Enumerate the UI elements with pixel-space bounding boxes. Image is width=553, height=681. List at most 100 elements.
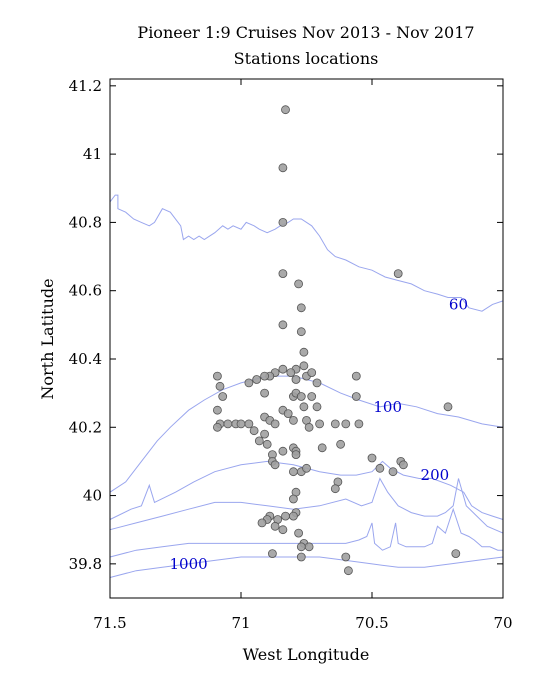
station-point [278, 320, 288, 330]
station-point [296, 542, 306, 552]
station-point [215, 381, 225, 391]
station-point [270, 460, 280, 470]
contour-label-60: 60 [449, 295, 468, 313]
station-point [212, 405, 222, 415]
contour-label-1000: 1000 [170, 555, 208, 573]
contour-line-1000 [109, 556, 504, 578]
x-axis-label: West Longitude [243, 645, 370, 664]
station-point [254, 436, 264, 446]
station-point [330, 419, 340, 429]
station-point [307, 368, 317, 378]
station-point [343, 566, 353, 576]
station-point [281, 511, 290, 521]
station-point [283, 409, 293, 419]
station-point [291, 375, 301, 384]
station-point [257, 518, 267, 528]
station-point [341, 552, 351, 562]
station-point [351, 371, 361, 381]
axis-ticks: 71.5 71 70.5 70 39.8 40 40.2 40.4 40.6 40.8 41 41.2 [69, 77, 513, 632]
station-point [393, 269, 403, 279]
station-point [267, 549, 277, 558]
station-point [302, 463, 311, 473]
station-point [315, 419, 325, 429]
station-point [351, 392, 361, 401]
station-point [278, 446, 288, 456]
station-point [236, 419, 246, 429]
station-point [288, 511, 298, 521]
station-point [299, 361, 309, 371]
station-point [375, 463, 385, 473]
station-point [281, 105, 290, 115]
station-point [218, 392, 228, 401]
station-point [291, 450, 301, 460]
contour-line-unlabeled-3 [109, 477, 504, 534]
y-tick-label: 40.6 [69, 282, 102, 300]
station-point [294, 279, 304, 289]
station-points [212, 105, 461, 576]
station-point [286, 368, 296, 378]
x-tick-label: 71 [231, 614, 250, 632]
y-tick-label: 39.8 [69, 555, 102, 573]
contour-line-200 [109, 460, 504, 520]
station-point [260, 388, 270, 398]
y-tick-label: 41 [83, 145, 102, 163]
station-point [288, 415, 298, 425]
y-tick-label: 40 [83, 487, 102, 505]
station-point [212, 422, 222, 432]
station-point [278, 217, 288, 227]
station-point [354, 419, 364, 429]
station-point [398, 460, 408, 470]
station-point [212, 371, 222, 381]
y-tick-label: 40.8 [69, 213, 102, 231]
station-point [260, 371, 270, 381]
station-point [336, 439, 346, 449]
y-tick-label: 41.2 [69, 77, 102, 95]
station-point [244, 419, 254, 429]
x-tick-label: 70 [493, 614, 512, 632]
plot-frame [109, 78, 504, 599]
isobath-contours: 60 100 200 1000 [109, 194, 504, 578]
station-point [252, 375, 262, 384]
station-point [262, 439, 272, 449]
station-point [296, 552, 306, 562]
chart-subtitle: Stations locations [234, 49, 379, 68]
contour-line-60 [109, 194, 504, 312]
y-tick-label: 40.4 [69, 350, 102, 368]
station-point [223, 419, 233, 429]
station-point [270, 521, 280, 531]
station-point [451, 549, 461, 558]
station-point [443, 402, 453, 412]
station-point [249, 426, 259, 436]
station-point [299, 402, 309, 412]
station-point [307, 392, 317, 401]
station-point [388, 467, 398, 477]
station-point [312, 378, 322, 388]
station-point [330, 484, 340, 494]
station-point [312, 402, 322, 412]
contour-line-unlabeled-4 [109, 507, 503, 558]
station-point [244, 378, 254, 388]
station-point [288, 494, 298, 504]
station-point [296, 327, 306, 337]
contour-label-100: 100 [373, 398, 402, 416]
station-point [304, 422, 314, 432]
y-tick-label: 40.2 [69, 418, 102, 436]
chart-title: Pioneer 1:9 Cruises Nov 2013 - Nov 2017 [137, 23, 474, 42]
station-point [278, 364, 288, 374]
station-point [278, 163, 288, 173]
x-tick-label: 71.5 [93, 614, 126, 632]
station-point [278, 525, 288, 535]
station-point [260, 429, 270, 439]
x-tick-label: 70.5 [355, 614, 388, 632]
station-point [278, 269, 288, 279]
station-point [296, 303, 306, 313]
station-point [317, 443, 327, 453]
station-point [296, 392, 306, 401]
y-axis-label: North Latitude [38, 278, 57, 399]
contour-label-200: 200 [421, 466, 450, 484]
station-point [294, 528, 304, 538]
station-point [304, 542, 314, 552]
station-point [299, 347, 309, 357]
